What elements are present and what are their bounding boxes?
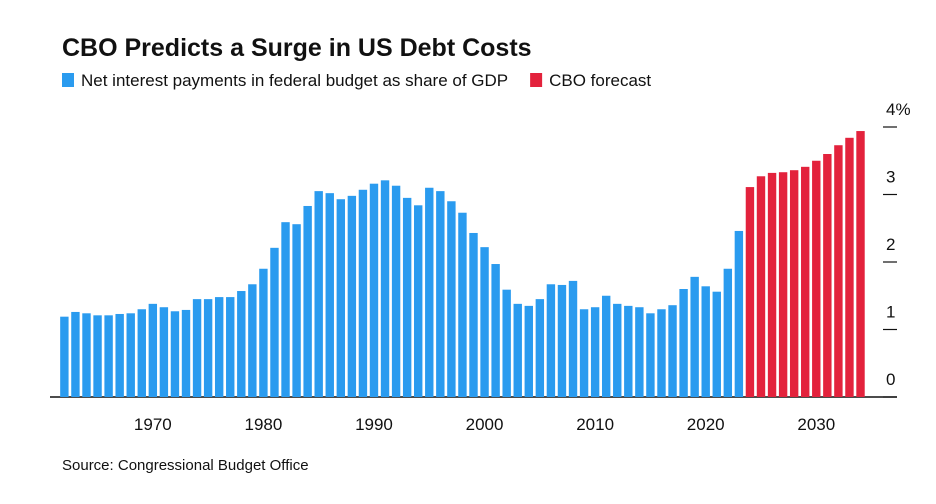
bar [778,172,788,397]
x-tick-label: 2020 [687,415,725,434]
bar [82,313,91,397]
bar [535,299,545,397]
bar [845,137,854,398]
bar [248,284,257,397]
bar [137,309,146,397]
bar [812,160,821,397]
y-tick-label: 2 [886,235,895,254]
bar [690,276,699,397]
bar [712,291,721,397]
bar [314,191,323,397]
bar [624,305,633,397]
bar [347,195,357,397]
bar [380,180,390,397]
bar [115,313,124,397]
y-tick-label: 4% [886,100,911,119]
bar [325,193,334,397]
bar [447,201,456,397]
bar [281,222,290,397]
y-tick-label: 3 [886,168,895,187]
y-tick-label: 1 [886,303,895,322]
bar [789,170,799,397]
bar [513,303,522,397]
legend-label: CBO forecast [549,71,651,90]
bar [635,307,644,397]
x-tick-label: 2030 [797,415,835,434]
bar [480,247,489,397]
source: Source: Congressional Budget Office [62,457,309,474]
bar [568,280,578,397]
bar [270,247,279,397]
x-tick-label: 2010 [576,415,614,434]
chart-title: CBO Predicts a Surge in US Debt Costs [62,34,532,62]
bar [657,309,666,397]
bar [579,309,589,397]
y-tick-label: 0 [886,370,895,389]
bar [292,224,301,397]
bar [823,154,832,397]
bar [358,189,368,397]
bar [336,199,346,397]
bar [402,197,412,397]
bar [71,311,80,397]
bar [856,131,865,398]
bar [214,297,224,397]
bar [259,268,268,397]
bar [414,205,423,397]
bar [679,289,688,397]
bar [226,297,235,397]
bar [391,185,401,397]
x-tick-label: 1990 [355,415,393,434]
x-tick-label: 2000 [466,415,504,434]
bar [524,305,533,397]
bar [601,295,611,397]
bar [613,303,622,397]
bar [502,289,511,397]
bar [469,232,478,397]
bar [436,191,445,397]
legend-label: Net interest payments in federal budget … [81,71,508,90]
bar [170,311,180,397]
bar [557,284,567,397]
x-tick-label: 1980 [244,415,282,434]
x-tick-label: 1970 [134,415,172,434]
bar [756,176,766,397]
bar [668,305,677,397]
bar [767,172,777,397]
bar [425,187,434,397]
bar [458,212,467,397]
bar [646,313,655,397]
bar [734,230,744,397]
bar [701,286,710,397]
bar [159,307,169,397]
bar [590,307,600,397]
legend-swatch [62,73,74,87]
bar [181,309,191,397]
bar [834,145,843,397]
bar [801,166,810,397]
bar [303,205,312,397]
legend-swatch [530,73,543,87]
bar [491,264,500,397]
bar [369,183,379,397]
bar [93,315,102,397]
bar [237,291,246,397]
bar [126,313,135,397]
bar [546,284,556,397]
bar [104,315,113,397]
bar [203,299,213,397]
bar [192,299,202,397]
bar [745,187,755,397]
bar [60,316,69,397]
bar [148,303,158,397]
bar [723,268,733,397]
